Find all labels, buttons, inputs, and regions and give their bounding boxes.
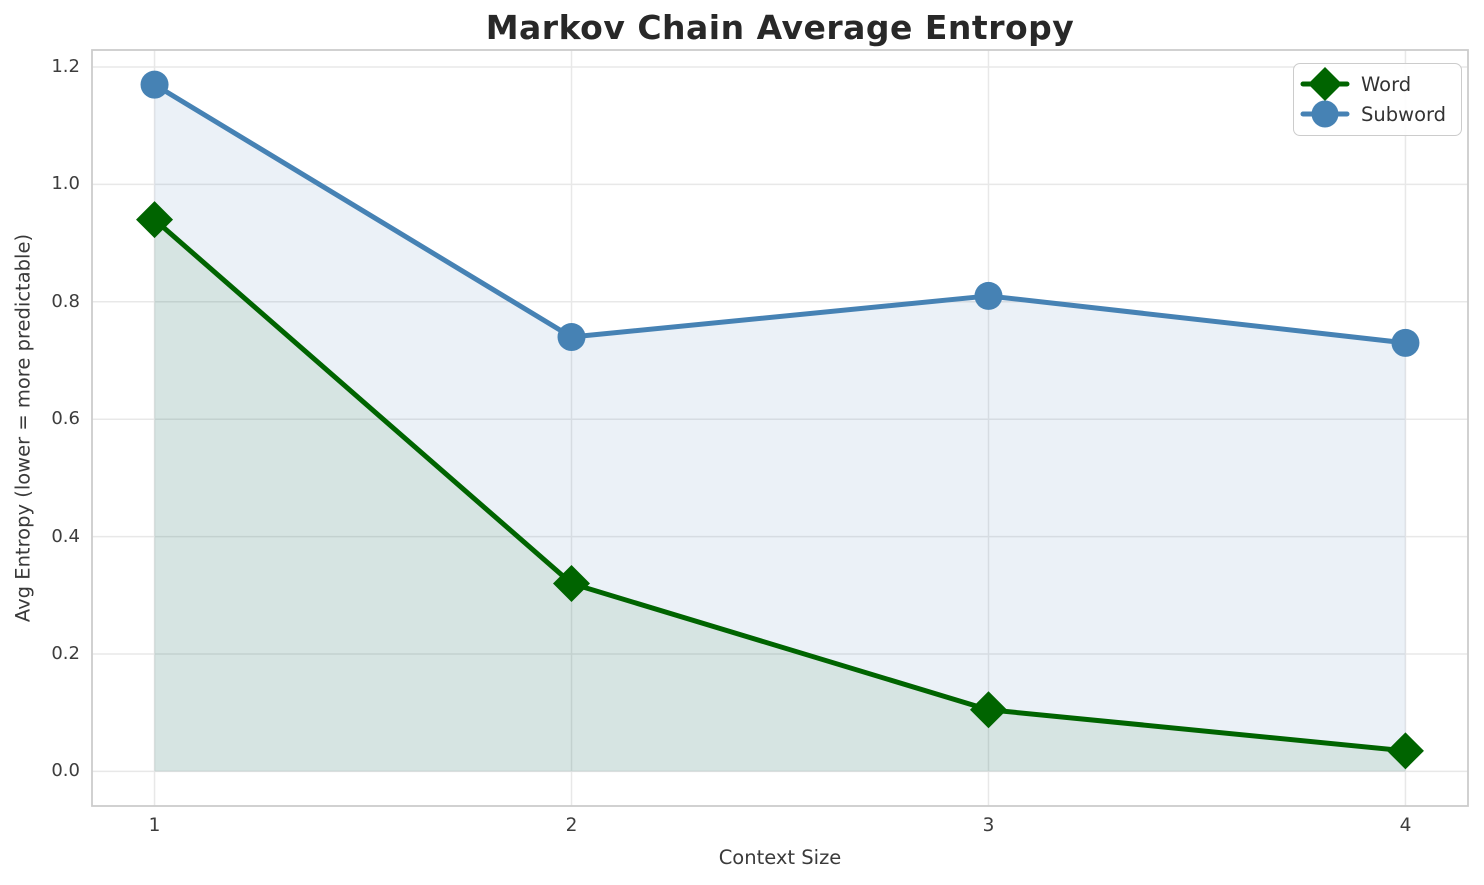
y-tick-label: 0.4 bbox=[51, 525, 80, 547]
y-tick-label: 0.8 bbox=[51, 290, 80, 312]
y-tick-label: 0.2 bbox=[51, 642, 80, 664]
diamond-legend-marker-icon bbox=[1300, 67, 1350, 101]
circle-legend-marker-icon bbox=[1300, 100, 1350, 128]
data-point-subword-x2 bbox=[557, 323, 586, 352]
legend-label: Subword bbox=[1361, 102, 1447, 126]
y-tick-label: 1.2 bbox=[51, 56, 80, 78]
data-point-word-x3 bbox=[969, 691, 1007, 729]
y-tick-label: 1.0 bbox=[51, 173, 80, 195]
data-point-word-x1 bbox=[136, 201, 174, 239]
x-axis-label: Context Size bbox=[718, 846, 842, 869]
x-tick-label: 1 bbox=[148, 815, 161, 836]
data-point-word-x4 bbox=[1386, 732, 1424, 770]
x-tick-label: 3 bbox=[982, 815, 995, 836]
legend-item-subword: Subword bbox=[1300, 99, 1453, 129]
legend-item-word: Word bbox=[1300, 67, 1453, 101]
data-point-word-x2 bbox=[553, 565, 591, 603]
data-point-subword-x4 bbox=[1391, 328, 1420, 357]
series-line-subword bbox=[152, 82, 1408, 346]
y-tick-label: 0.6 bbox=[51, 408, 80, 430]
area-fill-subword bbox=[154, 84, 1406, 772]
series-line-word bbox=[152, 217, 1408, 754]
legend: Word Subword bbox=[1293, 63, 1462, 136]
chart-title: Markov Chain Average Entropy bbox=[485, 8, 1075, 47]
data-point-subword-x1 bbox=[140, 70, 169, 99]
area-fill-word bbox=[154, 219, 1406, 772]
x-tick-label: 2 bbox=[565, 815, 578, 836]
plot-border bbox=[91, 49, 1469, 807]
legend-label: Word bbox=[1361, 72, 1412, 96]
data-point-subword-x3 bbox=[974, 281, 1003, 310]
y-tick-label: 0.0 bbox=[51, 760, 80, 782]
x-tick-label: 4 bbox=[1399, 815, 1412, 836]
